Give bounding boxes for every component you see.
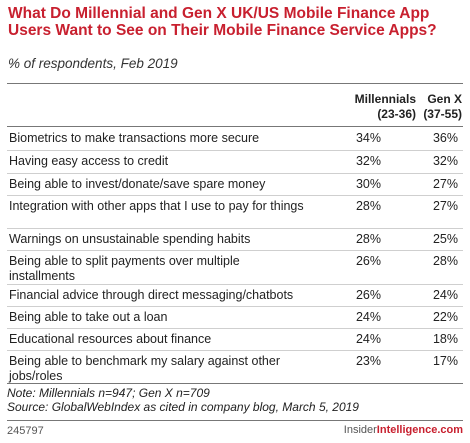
note-text: Note: Millennials n=947; Gen X n=709 — [7, 386, 210, 400]
millennials-value: 24% — [355, 332, 381, 346]
genx-value: 17% — [432, 354, 458, 368]
table-row: Educational resources about finance 24% 18… — [7, 332, 463, 354]
millennials-value: 34% — [355, 131, 381, 145]
table-row: Integration with other apps that I use t… — [7, 199, 463, 232]
brand-prefix: Insider — [343, 424, 377, 436]
millennials-value: 23% — [355, 354, 381, 368]
bottom-rule — [7, 383, 463, 384]
table-row: Being able to split payments over multip… — [7, 254, 463, 288]
genx-value: 28% — [432, 254, 458, 268]
footnote: Note: Millennials n=947; Gen X n=709 Sou… — [7, 386, 359, 414]
genx-value: 25% — [432, 232, 458, 246]
column-header-genx: Gen X (37-55) — [402, 92, 462, 122]
table-row: Being able to invest/donate/save spare m… — [7, 177, 463, 199]
row-label: Having easy access to credit — [9, 154, 169, 168]
brand-suffix: Intelligence.com — [376, 424, 463, 436]
table-row: Biometrics to make transactions more sec… — [7, 131, 463, 154]
table-row: Having easy access to credit 32% 32% — [7, 154, 463, 177]
row-label: Being able to take out a loan — [9, 310, 168, 324]
chart-id: 245797 — [7, 425, 44, 437]
row-separator — [7, 328, 463, 329]
millennials-value: 26% — [355, 254, 381, 268]
row-separator — [7, 195, 463, 196]
millennials-value: 32% — [355, 154, 381, 168]
table-row: Being able to benchmark my salary agains… — [7, 354, 463, 383]
millennials-value: 28% — [355, 232, 381, 246]
row-label: Integration with other apps that I use t… — [9, 199, 304, 213]
genx-value: 32% — [432, 154, 458, 168]
column-header-genx-name: Gen X — [427, 92, 462, 106]
genx-value: 27% — [432, 177, 458, 191]
footer-rule — [7, 420, 463, 421]
genx-value: 24% — [432, 288, 458, 302]
row-separator — [7, 228, 463, 229]
table-row: Being able to take out a loan 24% 22% — [7, 310, 463, 332]
row-separator — [7, 173, 463, 174]
chart-title: What Do Millennial and Gen X UK/US Mobil… — [8, 5, 437, 39]
millennials-value: 24% — [355, 310, 381, 324]
brand-logo: InsiderIntelligence.com — [344, 424, 463, 436]
row-label: Warnings on unsustainable spending habit… — [9, 232, 251, 246]
column-header-millennials-range: (23-36) — [377, 107, 416, 121]
row-label: Being able to split payments over multip… — [9, 254, 240, 283]
table-row: Warnings on unsustainable spending habit… — [7, 232, 463, 254]
column-header-genx-range: (37-55) — [423, 107, 462, 121]
millennials-value: 28% — [355, 199, 381, 213]
chart-subtitle: % of respondents, Feb 2019 — [8, 56, 178, 71]
genx-value: 18% — [432, 332, 458, 346]
genx-value: 36% — [432, 131, 458, 145]
row-label: Financial advice through direct messagin… — [9, 288, 294, 302]
millennials-value: 26% — [355, 288, 381, 302]
row-separator — [7, 284, 463, 285]
row-separator — [7, 350, 463, 351]
source-text: Source: GlobalWebIndex as cited in compa… — [7, 400, 359, 414]
header-rule — [7, 126, 463, 127]
genx-value: 27% — [432, 199, 458, 213]
row-label: Educational resources about finance — [9, 332, 212, 346]
row-label: Biometrics to make transactions more sec… — [9, 131, 260, 145]
row-separator — [7, 306, 463, 307]
column-header-millennials-name: Millennials — [354, 92, 416, 106]
column-header-millennials: Millennials (23-36) — [306, 92, 416, 122]
millennials-value: 30% — [355, 177, 381, 191]
table-row: Financial advice through direct messagin… — [7, 288, 463, 310]
row-separator — [7, 150, 463, 151]
row-label: Being able to invest/donate/save spare m… — [9, 177, 266, 191]
top-rule — [7, 83, 463, 84]
genx-value: 22% — [432, 310, 458, 324]
row-separator — [7, 250, 463, 251]
row-label: Being able to benchmark my salary agains… — [9, 354, 280, 383]
